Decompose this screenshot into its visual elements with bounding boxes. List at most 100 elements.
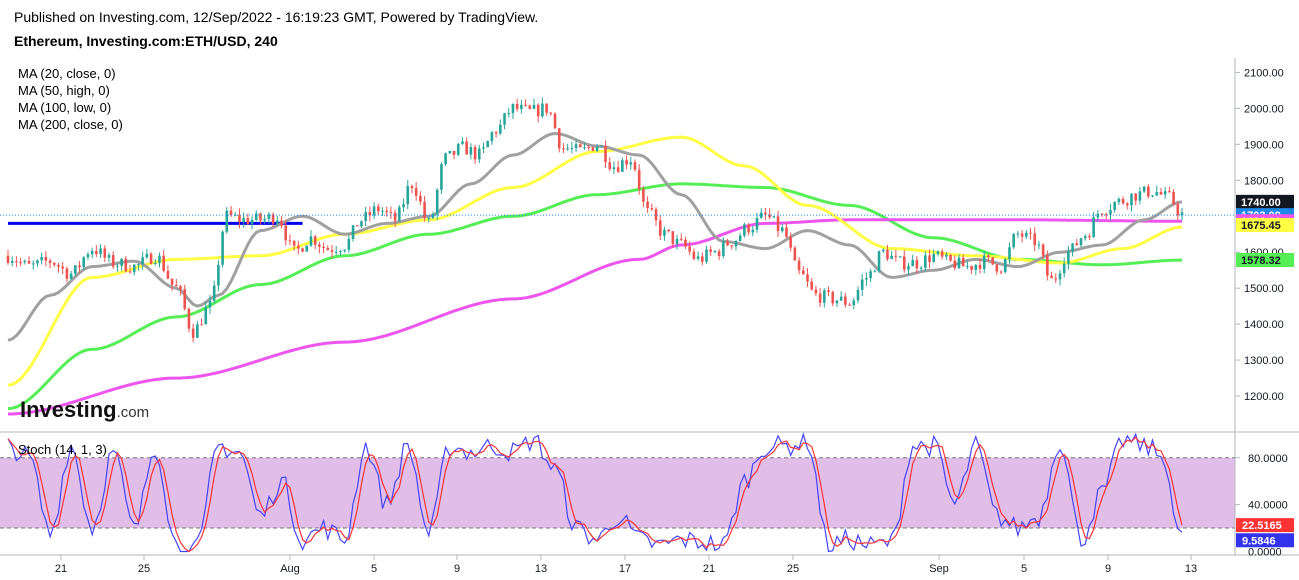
candle-body: [360, 221, 363, 227]
candle-body: [734, 240, 738, 247]
candle-body: [1083, 236, 1087, 239]
candle-body: [292, 240, 296, 246]
candle-body: [482, 147, 485, 149]
candle-body: [10, 261, 14, 263]
candle-body: [347, 238, 351, 250]
candle-body: [427, 218, 431, 220]
candle-body: [1147, 186, 1150, 197]
candle-body: [44, 256, 48, 261]
candle-body: [494, 132, 498, 134]
candle-body: [238, 214, 241, 222]
candle-body: [616, 167, 620, 172]
candle-body: [132, 264, 136, 273]
candle-body: [116, 265, 119, 267]
svg-text:Investing.com: Investing.com: [20, 397, 149, 422]
candle-body: [545, 103, 548, 113]
ma20-line: [7, 132, 1183, 342]
candle-body: [755, 217, 759, 230]
candle-body: [351, 225, 355, 239]
candle-body: [873, 271, 877, 273]
candle-body: [667, 229, 670, 232]
stoch-band: [0, 457, 1235, 529]
candle-body: [515, 103, 519, 109]
candle-body: [36, 260, 39, 264]
candle-body: [541, 103, 544, 117]
candle-body: [276, 220, 279, 224]
candle-body: [612, 167, 616, 170]
candle-body: [170, 278, 174, 285]
candle-body: [936, 251, 940, 255]
ma50-line: [7, 135, 1183, 387]
candle-body: [1134, 193, 1138, 201]
candle-body: [1029, 232, 1032, 234]
price-tag-label: 1740.00: [1241, 197, 1281, 209]
candle-body: [705, 249, 708, 262]
candle-body: [1062, 263, 1066, 274]
candle-body: [65, 268, 69, 279]
candle-body: [966, 265, 969, 267]
candle-body: [751, 229, 755, 233]
candle-body: [183, 289, 187, 309]
candle-body: [785, 227, 788, 237]
stoch-lines: [7, 432, 1183, 553]
candle-body: [368, 212, 372, 216]
candle-body: [600, 145, 603, 147]
candle-body: [566, 148, 569, 150]
ma200-line: [8, 218, 1182, 416]
candle-body: [738, 235, 742, 241]
moving-averages: [7, 132, 1183, 416]
candle-body: [987, 255, 990, 258]
candle-body: [848, 304, 851, 306]
candle-body: [1168, 191, 1171, 193]
candle-body: [78, 265, 81, 268]
candle-body: [949, 254, 952, 261]
candle-body: [1125, 203, 1129, 206]
candle-body: [410, 186, 414, 189]
x-tick-label: 13: [535, 563, 547, 575]
candle-body: [940, 251, 944, 257]
candle-body: [1172, 191, 1175, 205]
candle-body: [86, 254, 90, 258]
x-tick-label: 9: [454, 563, 460, 575]
candle-body: [1050, 275, 1053, 279]
x-tick-label: 5: [1021, 563, 1027, 575]
candle-body: [376, 206, 380, 212]
candle-body: [448, 150, 452, 154]
candle-body: [806, 274, 809, 282]
candle-body: [246, 217, 250, 225]
candle-body: [844, 296, 847, 305]
candle-body: [902, 256, 906, 270]
candle-body: [1071, 243, 1074, 252]
candle-body: [381, 210, 384, 212]
candle-body: [40, 256, 43, 261]
candle-body: [1142, 186, 1146, 192]
candle-body: [423, 201, 426, 219]
candle-body: [717, 251, 721, 256]
logo-suffix: .com: [117, 404, 150, 421]
stoch-zero-label: 0.0000: [1248, 546, 1282, 558]
legend-ma100: MA (100, low, 0): [18, 100, 111, 115]
candle-body: [490, 132, 494, 142]
candle-body: [225, 210, 229, 232]
x-tick-label: 13: [1185, 563, 1197, 575]
candle-body: [149, 253, 153, 264]
candle-body: [696, 256, 700, 259]
candle-body: [637, 169, 641, 190]
candle-body: [31, 263, 35, 265]
candle-body: [507, 113, 511, 115]
candle-body: [907, 266, 910, 270]
candle-body: [204, 307, 208, 325]
investing-logo: Investing.com: [20, 397, 149, 422]
candle-body: [591, 147, 595, 151]
price-tick-label: 2000.00: [1244, 103, 1284, 115]
candle-body: [604, 145, 607, 163]
candle-body: [587, 147, 590, 149]
candle-body: [250, 219, 254, 225]
candle-body: [461, 141, 464, 144]
candle-body: [6, 255, 10, 263]
candle-body: [19, 262, 22, 264]
candle-body: [162, 255, 165, 271]
candle-body: [95, 251, 98, 254]
candle-body: [679, 238, 683, 240]
candle-body: [1151, 195, 1154, 197]
